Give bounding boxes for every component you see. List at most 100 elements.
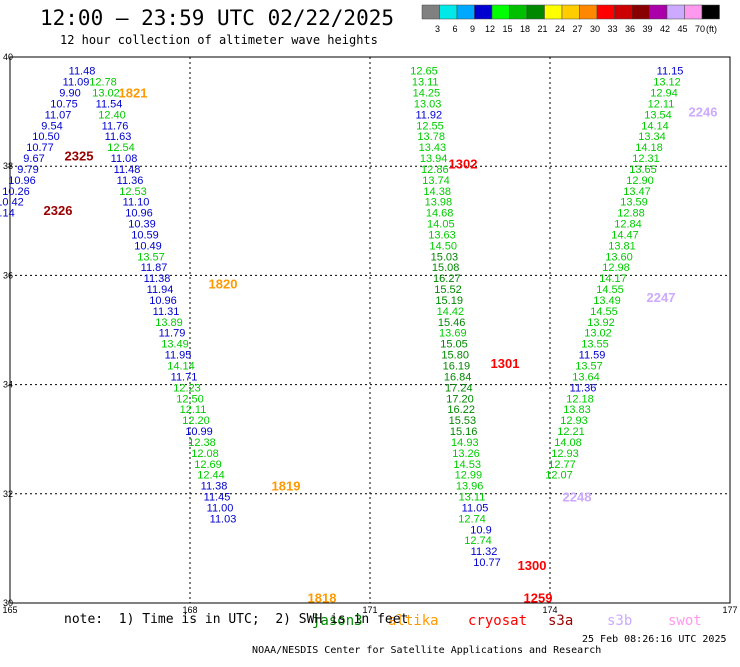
swh-value: 13.57 [575,360,603,372]
colorbar-swatch [701,4,720,20]
y-tick-label: 38 [3,161,13,171]
swh-value: 11.38 [201,481,228,493]
footer-credit: NOAA/NESDIS Center for Satellite Applica… [252,645,602,656]
swh-value: 13.49 [593,295,621,307]
swh-value: 10.42 [0,197,24,209]
swh-value: 12.86 [421,164,449,176]
x-tick-label: 168 [182,605,197,615]
swh-value: 14.25 [413,87,441,99]
track-id-labels: 1821 2325 2326 1302 2246 1820 2247 1301 1819 2248… [44,85,718,605]
legend-swot: swot [668,613,702,629]
swh-value: 12.77 [548,459,576,471]
swh-value: 13.54 [644,109,672,121]
swh-value: 13.43 [419,142,447,154]
swh-value: 16.19 [443,360,471,372]
swh-value: 11.15 [657,66,684,78]
colorbar-swatch [439,4,458,20]
swh-value: 13.78 [417,131,445,143]
swh-value: 13.64 [572,371,600,383]
colorbar-swatch [596,4,615,20]
swh-value: 12.11 [180,404,207,416]
swh-value: 16.84 [444,371,472,383]
swh-value: 13.69 [439,328,467,340]
swh-value: 11.63 [105,131,132,143]
swh-value: 11.95 [165,350,192,362]
swh-value: 13.47 [623,186,651,198]
swh-value: 12.21 [557,426,585,438]
swh-value: 11.05 [462,502,489,514]
swh-value: 11.76 [102,120,129,132]
colorbar-label: 42 [660,24,670,34]
swh-value: 12.40 [98,109,126,121]
track-id-label: 1818 [308,591,337,606]
chart-subtitle: 12 hour collection of altimeter wave hei… [60,33,378,47]
colorbar-label: 39 [642,24,652,34]
legend-row: note: 1) Time is in UTC; 2) SWH is in fe… [64,612,408,642]
colorbar-swatch [491,4,510,20]
track-altika-1821-descending: 12.7813.0211.5412.4011.7611.6312.5411.08… [89,77,236,526]
swh-value: 10.77 [26,142,54,154]
colorbar-swatch [579,4,598,20]
swh-value: 11.92 [415,109,442,121]
swh-value: 15.53 [449,415,477,427]
track-id-label: 1302 [449,156,478,171]
swh-value: 17.20 [446,393,474,405]
note-text: note: 1) Time is in UTC; 2) SWH is in fe… [64,612,409,627]
colorbar-label: 70 [695,24,705,34]
swh-value: 11.54 [96,98,123,110]
swh-value: 13.12 [653,77,681,89]
colorbar-label: 27 [572,24,582,34]
colorbar-label: 9 [470,24,475,34]
swh-value: 13.02 [584,328,612,340]
footer: NOAA/NESDIS Center for Satellite Applica… [240,634,726,667]
swh-value: 12.74 [458,513,486,525]
swh-value: 12.44 [197,470,225,482]
swh-value: 11.36 [117,175,144,187]
y-tick-label: 32 [3,489,13,499]
colorbar-label: 18 [520,24,530,34]
swh-value: 14.50 [429,240,457,252]
swh-value: 9.14 [0,208,15,220]
swh-value: 14.53 [453,459,481,471]
swh-value: 13.11 [459,492,486,504]
legend-altika: altika [388,613,439,629]
swh-value: 15.08 [432,262,460,274]
y-tick-label: 40 [3,52,13,62]
colorbar-label: 6 [452,24,457,34]
colorbar-swatch [614,4,633,20]
swh-value: 12.78 [89,77,117,89]
swh-value: 14.42 [437,306,465,318]
swh-value: 10.59 [131,229,159,241]
swh-value: 12.93 [551,448,579,460]
track-id-label: 2325 [65,148,94,163]
swh-value: 10.26 [2,186,30,198]
swh-value: 14.08 [554,437,582,449]
y-tick-label: 36 [3,270,13,280]
swh-value: 10.96 [8,175,36,187]
track-s3b-2246-2248: 11.1513.1212.9412.1113.5414.1413.3414.18… [545,66,683,482]
swh-value: 13.98 [425,197,453,209]
swh-value: 12.38 [188,437,216,449]
x-tick-label: 165 [2,605,17,615]
swh-value: 9.90 [59,87,80,99]
track-id-label: 2247 [647,290,676,305]
swh-value: 15.46 [438,317,466,329]
swh-value: 12.18 [566,393,594,405]
colorbar-label: 24 [555,24,565,34]
swh-value: 13.81 [608,240,636,252]
swh-value: 12.94 [650,87,678,99]
swh-value: 13.74 [422,175,450,187]
y-tick-label: 34 [3,380,13,390]
swh-value: 11.08 [111,153,138,165]
swh-value: 14.05 [427,219,455,231]
swh-value: 13.94 [420,153,448,165]
swh-value: 13.55 [581,339,609,351]
swh-value: 12.50 [176,393,204,405]
track-id-label: 1259 [524,591,553,606]
swh-value: 11.94 [147,284,174,296]
colorbar-swatch [666,4,685,20]
swh-value: 14.93 [451,437,479,449]
swh-value: 10.99 [185,426,213,438]
swh-value: 17.24 [445,382,473,394]
colorbar-swatch [544,4,563,20]
